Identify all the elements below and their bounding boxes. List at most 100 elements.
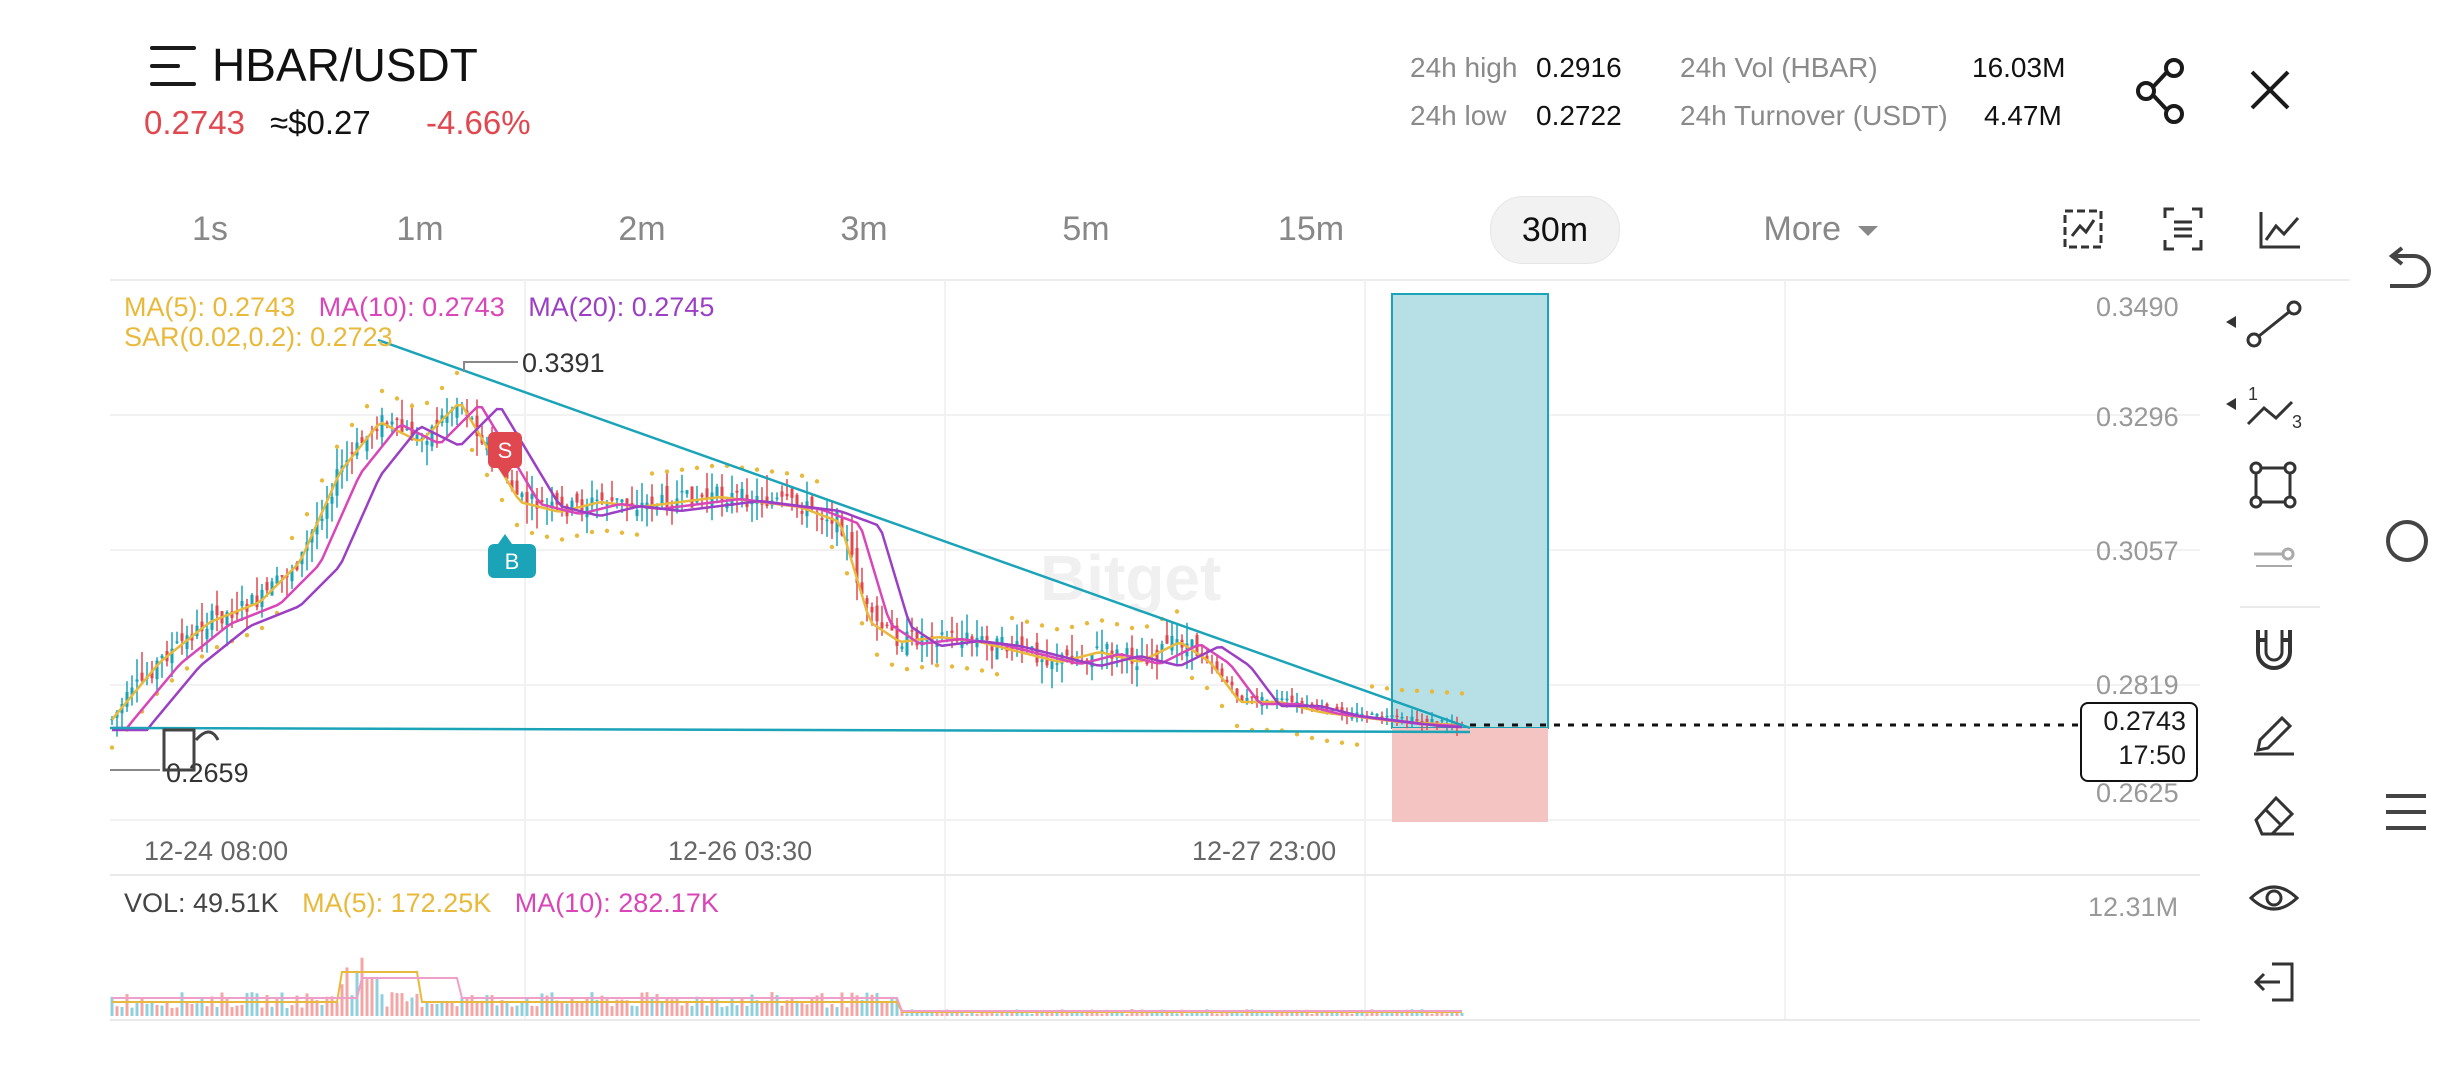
volume-bar: [995, 1013, 999, 1016]
sar-dot: [874, 652, 880, 657]
candle-body: [150, 670, 154, 679]
indicator-icon[interactable]: [2062, 208, 2104, 250]
volume-bar: [180, 992, 184, 1016]
volume-bar: [130, 1007, 134, 1016]
candle-body: [600, 492, 604, 501]
tab-1s[interactable]: 1s: [192, 210, 228, 248]
sar-dot: [799, 473, 805, 478]
volume-bar: [980, 1010, 984, 1016]
approx-usd-price: ≈$0.27: [270, 104, 371, 141]
buy-marker[interactable]: B: [488, 534, 536, 578]
volume-ma5-legend: MA(5): 172.25K: [302, 888, 492, 918]
candle-body: [1375, 714, 1379, 717]
tab-15m[interactable]: 15m: [1277, 210, 1345, 248]
volume-bar: [620, 999, 624, 1016]
candle-body: [750, 502, 754, 505]
trading-pair-title[interactable]: HBAR/USDT: [212, 39, 478, 91]
tab-3m[interactable]: 3m: [840, 210, 888, 248]
drawing-handle-icon[interactable]: [162, 728, 220, 772]
volume-bar: [835, 1007, 839, 1016]
support-line[interactable]: [109, 726, 1471, 734]
home-icon[interactable]: [2384, 518, 2430, 564]
sell-marker[interactable]: S: [488, 432, 522, 478]
close-icon[interactable]: [2250, 70, 2290, 110]
fib-tool-icon[interactable]: 1 3: [2220, 378, 2310, 438]
pencil-icon[interactable]: [2250, 710, 2298, 758]
menu-icon[interactable]: [150, 46, 196, 86]
candle-body: [855, 547, 859, 583]
tab-30m[interactable]: 30m: [1490, 196, 1620, 264]
line-tool-icon[interactable]: [2220, 296, 2310, 356]
sar-dot: [544, 534, 550, 539]
volume-bar: [250, 992, 254, 1016]
volume-bar: [525, 999, 529, 1016]
magnet-icon[interactable]: [2252, 626, 2296, 676]
candle-body: [1100, 650, 1104, 652]
rectangle-tool-icon[interactable]: [2248, 460, 2298, 510]
volume-bar: [870, 994, 874, 1016]
sar-dot: [904, 666, 910, 672]
candle-body: [1160, 643, 1164, 653]
candle-body: [850, 532, 854, 555]
sar-dot: [889, 662, 895, 667]
descending-trendline[interactable]: [377, 338, 1471, 730]
volume-bar: [385, 1006, 389, 1016]
long-profit-zone[interactable]: [1391, 293, 1549, 729]
volume-bar: [725, 1006, 729, 1016]
volume-bar: [1365, 1013, 1369, 1016]
tab-2m[interactable]: 2m: [618, 210, 666, 248]
brush-size-icon[interactable]: [2252, 540, 2296, 570]
sar-dot: [304, 512, 310, 517]
candle-body: [700, 494, 704, 497]
volume-bar: [1395, 1012, 1399, 1016]
sar-dot: [1339, 740, 1345, 745]
eraser-icon[interactable]: [2250, 790, 2298, 838]
long-loss-zone[interactable]: [1392, 728, 1548, 822]
volume-bar: [280, 992, 284, 1016]
chart-settings-icon[interactable]: [2162, 206, 2204, 252]
price-axis-tick: 0.3057: [2096, 536, 2179, 566]
volume-bar: [125, 994, 129, 1016]
candle-body: [1440, 719, 1444, 722]
price-axis-tick: 0.3296: [2096, 402, 2179, 432]
volume-bar: [895, 998, 899, 1016]
chart-type-icon[interactable]: [2258, 210, 2302, 250]
back-icon[interactable]: [2382, 246, 2432, 292]
candle-body: [1415, 719, 1419, 722]
volume-bar: [1275, 1012, 1279, 1016]
volume-bar: [435, 1003, 439, 1016]
sar-dot: [934, 663, 940, 668]
24h-low-value: 0.2722: [1536, 100, 1622, 131]
candle-body: [140, 672, 144, 681]
tab-more[interactable]: More: [1746, 196, 1896, 262]
candle-body: [820, 518, 824, 520]
volume-bar: [1385, 1012, 1389, 1016]
peak-price-label: 0.3391: [522, 348, 605, 378]
volume-bar: [640, 992, 644, 1016]
date-axis-tick: 12-27 23:00: [1192, 836, 1337, 866]
volume-bar: [1260, 1011, 1264, 1016]
candle-body: [320, 518, 324, 521]
eye-icon[interactable]: [2248, 878, 2300, 918]
sar-dot: [334, 444, 340, 449]
candle-body: [875, 605, 879, 622]
recents-icon[interactable]: [2384, 790, 2428, 834]
volume-bar: [330, 996, 334, 1016]
candle-body: [510, 480, 514, 490]
tab-5m[interactable]: 5m: [1062, 210, 1110, 248]
share-icon[interactable]: [2134, 58, 2190, 124]
tab-1m[interactable]: 1m: [396, 210, 444, 248]
volume-bar: [850, 992, 854, 1016]
sar-dot: [919, 665, 925, 670]
volume-bar: [185, 1002, 189, 1016]
candle-body: [1125, 648, 1129, 655]
sar-dot: [694, 465, 700, 471]
exit-icon[interactable]: [2252, 960, 2298, 1004]
sar-dot: [1009, 615, 1015, 621]
volume-bar: [655, 994, 659, 1016]
sar-dot: [1084, 621, 1090, 626]
volume-bar: [415, 993, 419, 1016]
volume-bar: [1345, 1011, 1349, 1016]
candle-body: [590, 497, 594, 506]
